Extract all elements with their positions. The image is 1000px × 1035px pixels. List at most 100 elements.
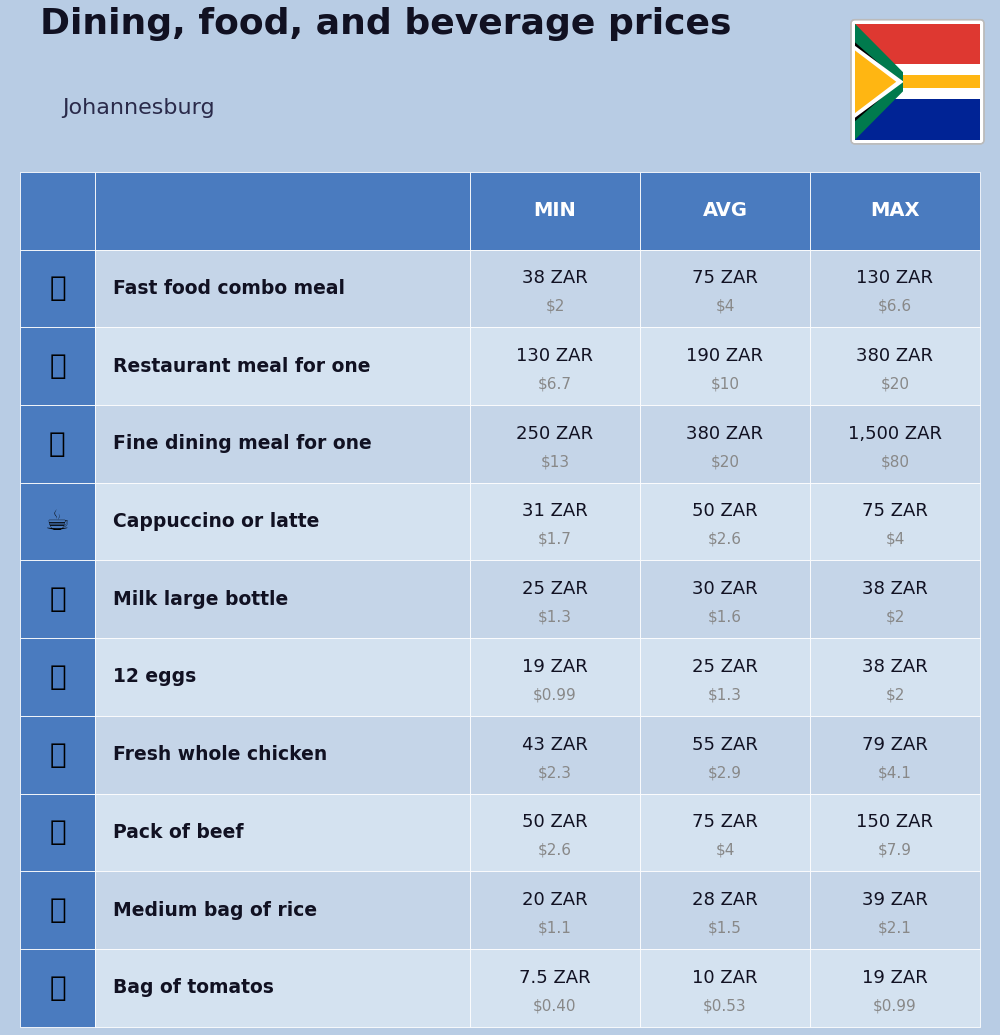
FancyBboxPatch shape [95,794,470,871]
Text: $10: $10 [710,377,740,391]
FancyBboxPatch shape [95,482,470,560]
Text: $0.99: $0.99 [533,687,577,703]
Text: $1.3: $1.3 [538,610,572,625]
Text: $2: $2 [885,687,905,703]
Text: 🥛: 🥛 [49,585,66,614]
Text: $1.3: $1.3 [708,687,742,703]
Text: 🍳: 🍳 [49,352,66,380]
FancyBboxPatch shape [95,405,470,482]
Text: Pack of beef: Pack of beef [113,823,244,841]
Text: $0.53: $0.53 [703,998,747,1013]
Text: $4: $4 [715,299,735,314]
FancyBboxPatch shape [95,716,470,794]
FancyBboxPatch shape [20,172,95,249]
FancyBboxPatch shape [640,405,810,482]
Text: 19 ZAR: 19 ZAR [862,969,928,986]
FancyBboxPatch shape [20,482,95,560]
FancyBboxPatch shape [640,794,810,871]
Text: Johannesburg: Johannesburg [62,98,215,118]
Text: 🍗: 🍗 [49,741,66,769]
Text: $2: $2 [885,610,905,625]
Text: Fine dining meal for one: Fine dining meal for one [113,435,372,453]
Text: 25 ZAR: 25 ZAR [692,658,758,676]
Text: 38 ZAR: 38 ZAR [862,658,928,676]
Text: 🍚: 🍚 [49,896,66,924]
Text: Bag of tomatos: Bag of tomatos [113,978,274,998]
FancyBboxPatch shape [470,482,640,560]
Polygon shape [855,46,904,118]
FancyBboxPatch shape [20,327,95,405]
Text: 12 eggs: 12 eggs [113,668,196,686]
Text: 250 ZAR: 250 ZAR [516,424,594,443]
Text: 38 ZAR: 38 ZAR [862,581,928,598]
FancyBboxPatch shape [902,76,980,88]
Text: 🥚: 🥚 [49,663,66,691]
Text: $6.6: $6.6 [878,299,912,314]
Text: $20: $20 [710,454,740,469]
Text: Fresh whole chicken: Fresh whole chicken [113,745,327,764]
Text: Medium bag of rice: Medium bag of rice [113,900,317,920]
Text: 130 ZAR: 130 ZAR [856,269,934,288]
FancyBboxPatch shape [95,639,470,716]
Text: 30 ZAR: 30 ZAR [692,581,758,598]
Text: $1.6: $1.6 [708,610,742,625]
Text: $0.40: $0.40 [533,998,577,1013]
Text: 🍅: 🍅 [49,974,66,1002]
FancyBboxPatch shape [470,871,640,949]
FancyBboxPatch shape [470,172,640,249]
FancyBboxPatch shape [95,560,470,639]
FancyBboxPatch shape [470,249,640,327]
FancyBboxPatch shape [851,20,984,144]
Text: 28 ZAR: 28 ZAR [692,891,758,909]
Text: 39 ZAR: 39 ZAR [862,891,928,909]
FancyBboxPatch shape [20,794,95,871]
FancyBboxPatch shape [95,172,470,249]
Text: 19 ZAR: 19 ZAR [522,658,588,676]
FancyBboxPatch shape [20,405,95,482]
Text: $1.5: $1.5 [708,920,742,936]
Text: $2.6: $2.6 [708,532,742,546]
Text: 7.5 ZAR: 7.5 ZAR [519,969,591,986]
Text: $7.9: $7.9 [878,842,912,858]
Text: Dining, food, and beverage prices: Dining, food, and beverage prices [40,7,732,41]
Text: $1.1: $1.1 [538,920,572,936]
Polygon shape [855,42,900,121]
FancyBboxPatch shape [640,716,810,794]
Text: $13: $13 [540,454,570,469]
FancyBboxPatch shape [810,949,980,1027]
FancyBboxPatch shape [855,24,980,64]
FancyBboxPatch shape [810,871,980,949]
Text: Fast food combo meal: Fast food combo meal [113,278,345,298]
Text: MIN: MIN [534,201,576,220]
FancyBboxPatch shape [95,327,470,405]
FancyBboxPatch shape [20,249,95,327]
FancyBboxPatch shape [640,249,810,327]
Text: 55 ZAR: 55 ZAR [692,736,758,753]
Text: Cappuccino or latte: Cappuccino or latte [113,512,319,531]
Text: 50 ZAR: 50 ZAR [692,502,758,521]
FancyBboxPatch shape [810,327,980,405]
FancyBboxPatch shape [95,949,470,1027]
FancyBboxPatch shape [810,639,980,716]
Text: 50 ZAR: 50 ZAR [522,814,588,831]
Text: $2.1: $2.1 [878,920,912,936]
FancyBboxPatch shape [20,639,95,716]
FancyBboxPatch shape [640,482,810,560]
Text: $2.6: $2.6 [538,842,572,858]
FancyBboxPatch shape [640,560,810,639]
Text: 43 ZAR: 43 ZAR [522,736,588,753]
Text: 38 ZAR: 38 ZAR [522,269,588,288]
FancyBboxPatch shape [20,716,95,794]
Text: $4: $4 [715,842,735,858]
Text: 380 ZAR: 380 ZAR [856,347,934,365]
Text: AVG: AVG [702,201,748,220]
FancyBboxPatch shape [95,871,470,949]
Text: 1,500 ZAR: 1,500 ZAR [848,424,942,443]
FancyBboxPatch shape [95,249,470,327]
Text: $4: $4 [885,532,905,546]
FancyBboxPatch shape [810,482,980,560]
Polygon shape [855,51,896,113]
FancyBboxPatch shape [902,71,980,92]
FancyBboxPatch shape [470,794,640,871]
Text: 31 ZAR: 31 ZAR [522,502,588,521]
